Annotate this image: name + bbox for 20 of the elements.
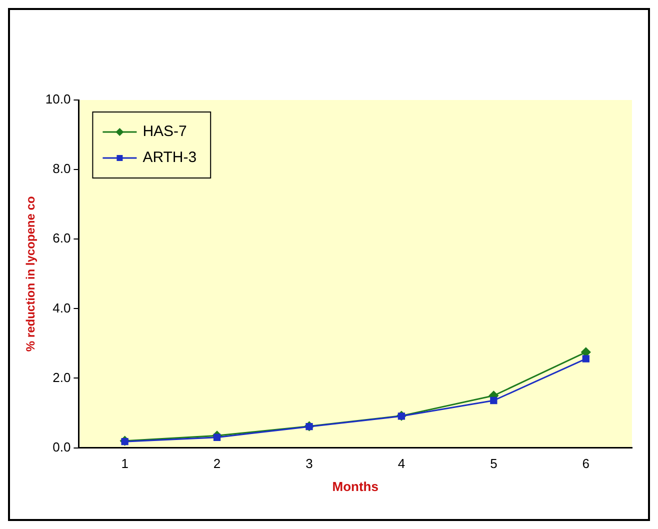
point: [582, 355, 590, 362]
point: [490, 396, 498, 404]
point: [581, 347, 591, 357]
legend-label: HAS-7: [142, 123, 187, 140]
y-tick-label: 10.0: [45, 92, 71, 107]
y-tick-label: 6.0: [52, 230, 71, 246]
legend-label: ARTH-3: [142, 149, 197, 166]
y-tick-label: 0.0: [52, 439, 71, 454]
x-tick-label: 5: [490, 456, 498, 472]
y-tick-label: 8.0: [52, 161, 71, 176]
x-axis-title: Months: [332, 478, 378, 494]
point: [213, 434, 221, 441]
y-tick-label: 4.0: [52, 300, 71, 316]
x-tick-label: 1: [121, 456, 128, 472]
x-tick-label: 3: [306, 456, 313, 472]
x-tick-label: 4: [398, 456, 406, 472]
x-tick-label: 2: [213, 456, 221, 472]
x-tick-label: 6: [582, 456, 590, 472]
y-tick-label: 2.0: [52, 370, 71, 385]
y-axis-title: % reduction in lycopene co: [24, 196, 38, 352]
